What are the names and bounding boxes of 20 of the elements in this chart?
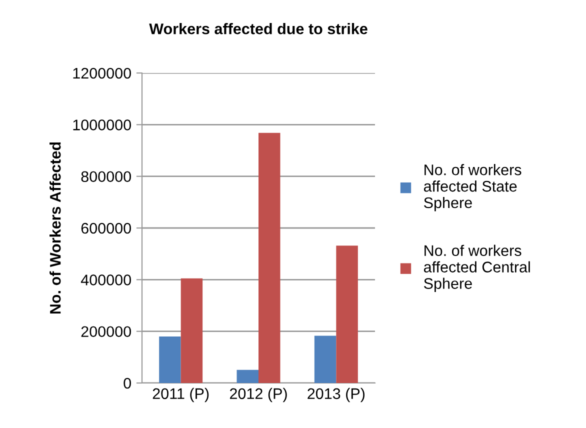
legend-label: No. of workers affected State Sphere — [424, 164, 522, 212]
bar — [258, 132, 280, 383]
y-tick-label: 600000 — [81, 222, 131, 234]
bar — [180, 278, 203, 383]
legend-label: No. of workers affected Central Sphere — [424, 244, 530, 292]
y-tick-label: 400000 — [80, 274, 131, 286]
bar — [336, 246, 358, 383]
bar — [236, 370, 258, 383]
bar — [159, 336, 181, 383]
y-tick-label: 1000000 — [73, 120, 131, 130]
y-tick-label: 1200000 — [73, 68, 131, 79]
bar — [314, 336, 336, 383]
x-tick-label: 2013 (P) — [308, 388, 365, 402]
y-tick-label: 0 — [124, 378, 131, 389]
y-axis-title: No. of Workers Affected — [50, 142, 61, 314]
x-tick-label: 2012 (P) — [230, 388, 287, 402]
y-tick-label: 800000 — [81, 171, 131, 182]
chart-title: Workers affected due to strike — [149, 23, 368, 34]
y-tick-label: 200000 — [81, 326, 131, 338]
x-tick-label: 2011 (P) — [152, 388, 209, 402]
